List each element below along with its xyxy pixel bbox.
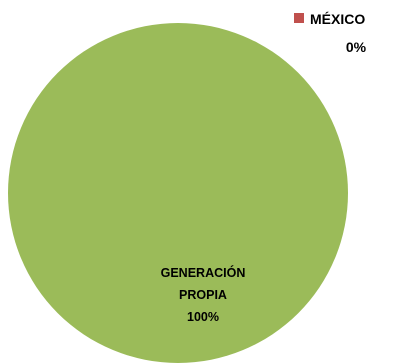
slice-label-mexico-name: MÉXICO	[310, 11, 365, 27]
slice-swatch-mexico	[294, 13, 304, 23]
slice-label-generacion-line1: GENERACIÓN	[161, 265, 246, 280]
slice-label-generacion-percent: 100%	[187, 310, 219, 324]
pie-slice-generacion-propia	[8, 23, 348, 363]
pie-slices	[8, 23, 348, 363]
slice-label-mexico-percent: 0%	[346, 39, 367, 55]
slice-label-generacion-line2: PROPIA	[179, 288, 227, 302]
